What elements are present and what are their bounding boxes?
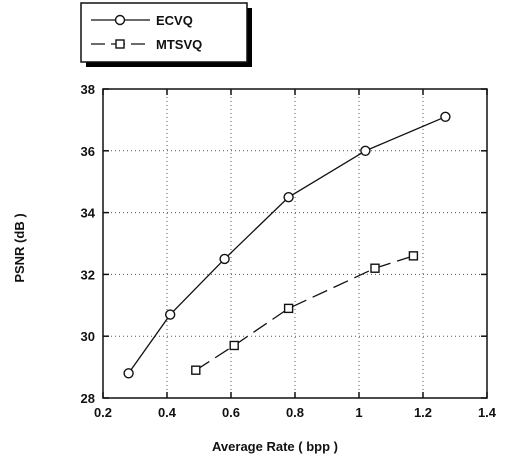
data-point bbox=[229, 340, 239, 351]
x-axis-label: Average Rate ( bpp ) bbox=[212, 439, 338, 454]
data-point bbox=[123, 368, 134, 379]
legend: ECVQ MTSVQ bbox=[80, 2, 252, 67]
x-tick-label: 1.4 bbox=[478, 405, 497, 420]
x-tick-label: 1.2 bbox=[414, 405, 432, 420]
legend-box bbox=[80, 2, 248, 63]
y-tick-label: 32 bbox=[81, 267, 95, 282]
data-point bbox=[164, 309, 176, 320]
legend-marker bbox=[115, 39, 125, 49]
legend-label: ECVQ bbox=[156, 13, 193, 28]
y-tick-label: 38 bbox=[81, 82, 95, 97]
y-tick-label: 34 bbox=[81, 206, 96, 221]
x-tick-label: 0.4 bbox=[158, 405, 177, 420]
grid-lines bbox=[103, 89, 487, 398]
y-axis-ticks: 28 30 32 34 36 38 bbox=[81, 82, 487, 406]
series-layer bbox=[123, 111, 451, 379]
data-point bbox=[370, 263, 380, 273]
x-tick-label: 1 bbox=[355, 405, 362, 420]
series-line bbox=[195, 255, 414, 371]
data-point bbox=[191, 365, 201, 375]
x-tick-label: 0.8 bbox=[286, 405, 304, 420]
data-point bbox=[283, 191, 294, 203]
x-tick-label: 0.6 bbox=[222, 405, 240, 420]
y-tick-label: 36 bbox=[81, 144, 95, 159]
plot-frame bbox=[102, 88, 488, 399]
data-point bbox=[360, 145, 371, 157]
plot-border bbox=[102, 88, 488, 399]
legend-marker bbox=[114, 14, 126, 26]
data-point bbox=[440, 111, 451, 123]
series-mtsvq bbox=[191, 251, 419, 375]
data-point bbox=[219, 253, 230, 265]
data-point bbox=[408, 251, 419, 261]
legend-item-mtsvq: MTSVQ bbox=[91, 37, 202, 52]
data-point bbox=[283, 303, 294, 314]
y-tick-label: 30 bbox=[81, 329, 95, 344]
legend-label: MTSVQ bbox=[156, 37, 202, 52]
x-axis-ticks: 0.2 0.4 0.6 0.8 1 1.2 1.4 bbox=[94, 89, 497, 420]
series-ecvq bbox=[123, 111, 451, 379]
x-tick-label: 0.2 bbox=[94, 405, 112, 420]
legend-item-ecvq: ECVQ bbox=[91, 13, 193, 28]
y-axis-label: PSNR (dB ) bbox=[12, 213, 27, 282]
series-line bbox=[128, 116, 446, 374]
y-tick-label: 28 bbox=[81, 391, 95, 406]
